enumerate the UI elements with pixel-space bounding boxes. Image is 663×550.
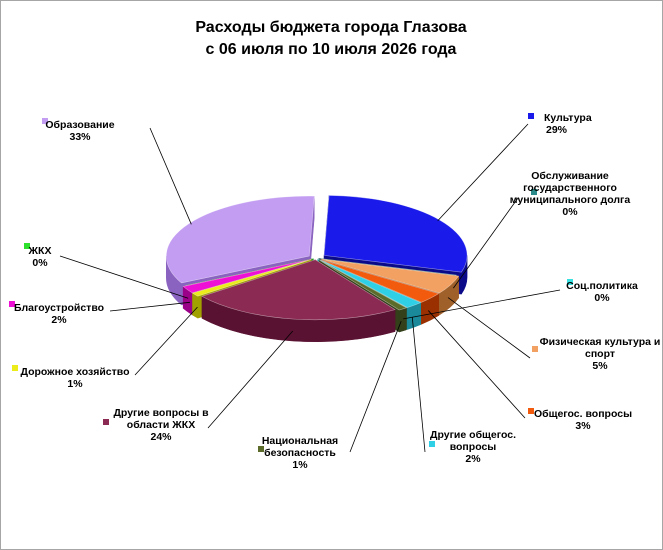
chart-title-line-1: Расходы бюджета города Глазова xyxy=(195,19,466,36)
slice-name-line: Физическая культура и xyxy=(540,336,661,348)
legend-marker xyxy=(429,441,435,447)
slice-percent: 3% xyxy=(575,420,591,432)
slice-name-line: ЖКХ xyxy=(28,245,52,257)
slice-percent: 2% xyxy=(465,453,481,465)
legend-marker xyxy=(24,243,30,249)
slice-label-2: Обслуживаниегосударственногомуниципально… xyxy=(453,170,631,289)
slice-percent: 5% xyxy=(592,360,608,372)
slice-name-line: муниципального долга xyxy=(510,194,631,206)
leader-line xyxy=(207,330,294,429)
legend-marker xyxy=(532,346,538,352)
slice-name-line: Соц.политика xyxy=(566,280,638,292)
slice-name-line: Другие общегос. xyxy=(430,429,516,441)
slice-percent: 0% xyxy=(594,292,610,304)
legend-marker xyxy=(531,189,537,195)
slice-name-line: области ЖКХ xyxy=(127,419,195,431)
leader-line xyxy=(109,301,190,312)
legend-marker xyxy=(103,419,109,425)
leader-line xyxy=(59,255,189,299)
leader-line xyxy=(349,321,402,453)
legend-marker xyxy=(258,446,264,452)
slice-percent: 1% xyxy=(67,378,83,390)
leader-line xyxy=(134,306,198,376)
slice-percent: 33% xyxy=(69,131,91,143)
slice-name-line: Образование xyxy=(45,119,114,131)
leader-line xyxy=(403,289,561,320)
legend-marker xyxy=(9,301,15,307)
leader-line xyxy=(427,310,526,419)
slice-name-line: Национальная xyxy=(262,435,338,447)
slice-percent: 2% xyxy=(51,314,67,326)
slice-name-line: безопасность xyxy=(264,447,336,459)
slice-name-line: вопросы xyxy=(450,441,497,453)
chart-title: Расходы бюджета города Глазова с 06 июля… xyxy=(195,19,466,58)
legend-marker xyxy=(42,118,48,124)
slice-name-line: Другие вопросы в xyxy=(113,407,209,419)
slice-percent: 1% xyxy=(292,459,308,471)
slice-name-line: государственного xyxy=(523,182,617,194)
legend-marker xyxy=(567,279,573,285)
leader-line xyxy=(411,317,426,453)
leader-line xyxy=(149,127,192,225)
slice-percent: 29% xyxy=(546,124,568,136)
leader-line xyxy=(447,297,531,359)
legend-marker xyxy=(12,365,18,371)
slice-name-line: Обслуживание xyxy=(531,170,609,182)
legend-marker xyxy=(528,113,534,119)
chart-title-line-2: с 06 июля по 10 июля 2026 года xyxy=(206,41,457,58)
slice-percent: 0% xyxy=(562,206,578,218)
slice-name-line: спорт xyxy=(585,348,615,360)
pie-slice-8 xyxy=(201,259,396,343)
slice-name-line: Общегос. вопросы xyxy=(534,408,632,420)
slice-name-line: Дорожное хозяйство xyxy=(20,366,129,378)
leader-line xyxy=(437,123,529,222)
leader-line xyxy=(453,197,519,289)
legend-marker xyxy=(528,408,534,414)
slice-percent: 0% xyxy=(32,257,48,269)
slice-name-line: Культура xyxy=(544,112,592,124)
slice-percent: 24% xyxy=(150,431,172,443)
slice-name-line: Благоустройство xyxy=(14,302,104,314)
